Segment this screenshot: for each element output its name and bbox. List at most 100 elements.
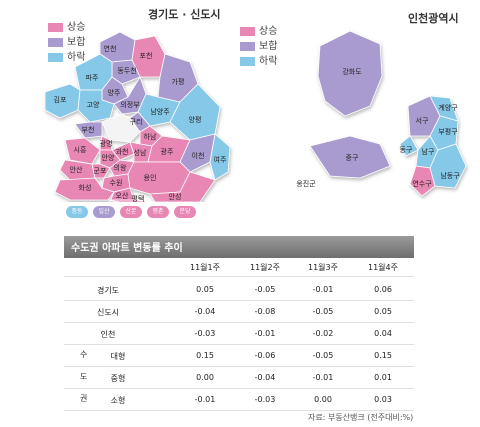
label-yeoju: 여주 <box>214 155 227 164</box>
table-side-label-2: 도 <box>80 372 88 381</box>
table-row-divider <box>64 300 414 301</box>
region-hwaseong <box>54 177 115 201</box>
table-cell: -0.02 <box>312 329 334 338</box>
newtown-pill-jungdong: 중동 <box>66 206 88 218</box>
table-cell: -0.04 <box>254 373 276 382</box>
table-side-label-1: 수 <box>80 350 88 359</box>
gyeonggi-legend: 상승 보합 하락 <box>48 20 85 65</box>
label-ongjin: 옹진군 <box>296 179 316 188</box>
table-cell: -0.05 <box>312 351 334 360</box>
incheon-legend-fall: 하락 <box>240 54 277 69</box>
table-side-label-3: 권 <box>80 394 88 403</box>
region-yongin <box>127 161 191 195</box>
label-pocheon: 포천 <box>140 51 153 60</box>
table-row-label: 소형 <box>110 396 126 405</box>
newtown-pill-pyeongchon: 평촌 <box>147 206 169 218</box>
table-cell: 0.04 <box>374 329 392 338</box>
label-suwon: 수원 <box>110 178 123 187</box>
label-yangju: 양주 <box>108 89 121 97</box>
label-namdong: 남동구 <box>440 171 460 180</box>
table-cell: 0.00 <box>314 395 332 404</box>
label-paju: 파주 <box>86 73 99 82</box>
label-gyeyang: 계양구 <box>438 103 458 112</box>
region-jung-gu <box>309 135 391 179</box>
table-cell: -0.08 <box>254 307 276 316</box>
legend-flat-swatch <box>48 38 63 47</box>
legend-rise-swatch <box>48 23 63 32</box>
gyeonggi-map-title: 경기도 · 신도시 <box>148 8 221 21</box>
table-col-header: 11월1주 <box>190 263 220 272</box>
label-ganghwa: 강화도 <box>342 67 362 76</box>
table-cell: -0.05 <box>254 285 276 294</box>
table-cell: 0.05 <box>374 307 392 316</box>
label-osan: 오산 <box>116 191 129 200</box>
table-row-divider <box>64 322 414 323</box>
incheon-legend-flat-swatch <box>240 42 255 51</box>
table-cell: -0.03 <box>254 395 276 404</box>
table-row-label: 중형 <box>110 374 126 383</box>
table-row-divider <box>64 410 414 411</box>
table-cell: 0.03 <box>374 395 392 404</box>
region-yeonsu <box>409 165 436 197</box>
table-cell: 0.15 <box>374 351 392 360</box>
table-row-divider <box>64 388 414 389</box>
label-jung-gu: 중구 <box>346 154 359 162</box>
label-uiwang: 의왕 <box>114 163 127 172</box>
label-nam-gu: 남구 <box>422 147 435 156</box>
table-cell: -0.04 <box>194 307 216 316</box>
table-cell: -0.01 <box>194 395 216 404</box>
incheon-map-title: 인천광역시 <box>408 12 459 25</box>
table-cell: -0.01 <box>312 285 334 294</box>
label-goyang: 고양 <box>87 101 100 109</box>
table-cell: 0.15 <box>196 351 214 360</box>
label-dong-gu: 동구 <box>400 146 413 154</box>
region-ganghwa <box>317 30 383 117</box>
legend-flat-label: 보합 <box>67 37 86 48</box>
region-pyeongtaek <box>107 199 156 202</box>
table-row-divider <box>64 344 414 345</box>
gyeonggi-map: 연천 포천 동두천 파주 양주 의정부 가평 김포 고양 남양주 구리 양평 부… <box>44 31 231 202</box>
legend-rise-label: 상승 <box>67 22 86 33</box>
label-gimpo: 김포 <box>54 96 67 104</box>
label-yeonsu: 연수구 <box>412 180 432 188</box>
incheon-legend-rise-label: 상승 <box>259 26 278 37</box>
table-row-label: 경기도 <box>96 286 120 295</box>
label-seongnam: 성남 <box>134 148 147 157</box>
incheon-legend-fall-label: 하락 <box>259 56 278 67</box>
region-yeoju <box>209 133 231 181</box>
incheon-legend-fall-swatch <box>240 57 255 66</box>
legend-fall-label: 하락 <box>67 52 86 63</box>
label-yongin: 용인 <box>144 173 157 182</box>
table-header-bar: 수도권 아파트 변동률 추이 <box>64 236 414 258</box>
table-col-header: 11월3주 <box>308 263 338 272</box>
table-cell: -0.05 <box>312 307 334 316</box>
label-uijeongbu: 의정부 <box>120 100 140 109</box>
incheon-legend-rise: 상승 <box>240 24 277 39</box>
legend-fall: 하락 <box>48 50 85 65</box>
newtown-pill-bundang: 분당 <box>174 206 196 218</box>
label-yeoncheon: 연천 <box>104 44 117 53</box>
legend-fall-swatch <box>48 53 63 62</box>
region-bucheon <box>74 121 103 139</box>
label-bucheon: 부천 <box>82 125 95 134</box>
legend-rise: 상승 <box>48 20 85 35</box>
table-cell: 0.05 <box>196 285 214 294</box>
label-gunpo: 군포 <box>94 167 107 175</box>
table-title: 수도권 아파트 변동률 추이 <box>71 243 183 254</box>
label-hanam: 하남 <box>144 132 157 141</box>
legend-flat: 보합 <box>48 35 85 50</box>
label-ansan: 안산 <box>70 165 83 174</box>
table-header-divider <box>64 276 414 277</box>
label-dongducheon: 동두천 <box>117 66 136 75</box>
label-pyeongtaek: 평택 <box>132 194 145 202</box>
label-siheung: 시흥 <box>74 145 87 154</box>
table-row-label: 인천 <box>100 330 116 339</box>
label-anseong: 안성 <box>169 192 182 201</box>
table-cell: 0.01 <box>374 373 392 382</box>
table-cell: 0.06 <box>374 285 392 294</box>
table-row-divider <box>64 366 414 367</box>
label-anyang: 안양 <box>102 153 115 162</box>
label-namyangju: 남양주 <box>150 107 170 116</box>
incheon-legend-rise-swatch <box>240 27 255 36</box>
label-gwangju: 광주 <box>161 148 174 156</box>
